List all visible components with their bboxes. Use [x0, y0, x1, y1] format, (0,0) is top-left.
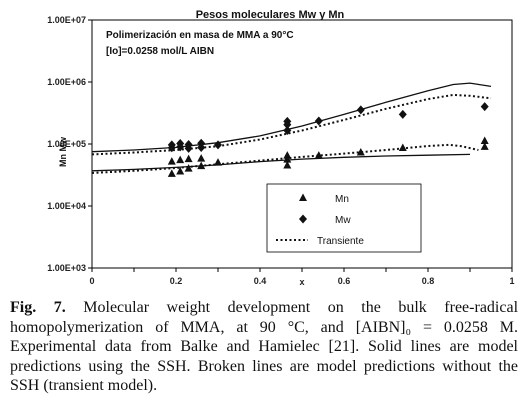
y-tick-label: 1.00E+06 [47, 77, 86, 87]
mw-point [176, 142, 185, 152]
mw-point [184, 143, 193, 153]
mn-point [356, 147, 365, 156]
mn-point [176, 155, 185, 164]
legend: Mn Mw Transiente [266, 183, 422, 253]
x-axis: 0 0.2 0.4 x 0.6 0.8 1 [89, 268, 515, 287]
x-tick-label: 0.4 [254, 276, 267, 286]
mn-point [184, 164, 193, 172]
y-tick-label: 1.00E+03 [47, 263, 86, 273]
mw-point [314, 116, 323, 126]
mn-point [176, 167, 185, 175]
x-tick-label: 0.2 [170, 276, 183, 286]
mn-point [283, 151, 292, 159]
caption-label: Fig. 7. [10, 299, 66, 316]
mw-point [167, 143, 176, 153]
mw-point [283, 126, 292, 136]
transient-line-4 [91, 93, 492, 156]
x-tick-label: 1 [509, 276, 514, 286]
y-tick-label: 1.00E+07 [47, 15, 86, 25]
legend-box [266, 183, 422, 253]
mn-point [480, 136, 489, 144]
mw-point [356, 105, 365, 115]
x-tick-label: 0.8 [422, 276, 435, 286]
mn-point [197, 154, 206, 162]
y-axis: 1.00E+03 1.00E+04 1.00E+05 1.00E+06 1.00E+07 [47, 15, 92, 273]
mw-point [197, 142, 206, 152]
mn-point [184, 154, 193, 163]
mn-point [480, 142, 489, 150]
legend-mw-marker [299, 214, 307, 224]
mn-point [283, 155, 292, 163]
legend-mn-label: Mn [335, 194, 349, 205]
mn-point [167, 157, 176, 165]
annotation-initiator: [Io]=0.0258 mol/L AIBN [106, 46, 214, 57]
mn-point [398, 143, 407, 152]
mn-point [214, 158, 222, 166]
mn-point [283, 161, 292, 169]
mw-point [214, 140, 222, 150]
mn-point [314, 151, 323, 159]
x-tick-label: 0 [89, 276, 94, 286]
legend-mn-marker [299, 193, 307, 201]
chart: 1.00E+03 1.00E+04 1.00E+05 1.00E+06 1.00E+07… [47, 9, 515, 287]
annotation-conditions: Polimerización en masa de MMA a 90°C [106, 30, 294, 41]
legend-mw-label: Mw [335, 215, 351, 226]
data-points [167, 102, 489, 177]
mw-point [398, 109, 407, 119]
mw-point [480, 102, 489, 112]
y-axis-label: Mn Mw [58, 136, 68, 167]
legend-transiente-label: Transiente [317, 236, 364, 247]
x-tick-label: 0.6 [338, 276, 351, 286]
mn-point [167, 169, 176, 177]
mw-point [283, 120, 292, 130]
caption-text: Molecular weight development on the bulk… [10, 299, 519, 394]
x-axis-label: x [299, 277, 304, 287]
figure-caption: Fig. 7. Molecular weight development on … [10, 298, 518, 396]
transient-line-5 [91, 143, 479, 174]
y-tick-label: 1.00E+04 [47, 201, 86, 211]
chart-title: Pesos moleculares Mw y Mn [196, 9, 345, 21]
y-tick-label: 1.00E+05 [47, 139, 86, 149]
mn-point [197, 161, 206, 170]
